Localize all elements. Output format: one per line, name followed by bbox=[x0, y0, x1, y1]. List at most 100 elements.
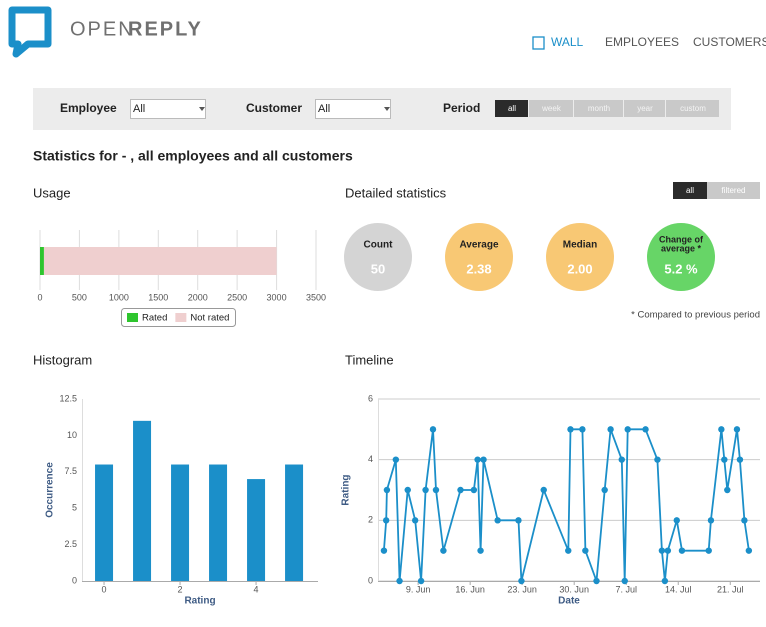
stat-value: 50 bbox=[371, 261, 385, 276]
point bbox=[582, 547, 589, 554]
point bbox=[678, 547, 686, 554]
x-tick-label: 2 bbox=[178, 584, 183, 594]
bar bbox=[209, 464, 228, 581]
period-buttons: all week month year custom bbox=[495, 100, 719, 117]
y-tick-label: 0 bbox=[368, 575, 373, 585]
section-title: Histogram bbox=[33, 352, 92, 367]
x-tick-label: 16. Jun bbox=[455, 584, 485, 594]
point bbox=[707, 517, 715, 524]
period-button[interactable] bbox=[574, 100, 623, 117]
customer-select[interactable] bbox=[315, 99, 391, 119]
select-arrow bbox=[199, 107, 205, 111]
x-tick-label: 3000 bbox=[267, 292, 287, 302]
stat-circle bbox=[344, 223, 412, 291]
bar bbox=[171, 464, 190, 581]
x-tick-label: 7. Jul bbox=[615, 584, 637, 594]
x-tick-label: 21. Jul bbox=[717, 584, 744, 594]
x-tick-label: 2500 bbox=[227, 292, 247, 302]
point bbox=[736, 456, 744, 463]
line bbox=[383, 428, 750, 582]
stat-value: 2.38 bbox=[466, 261, 491, 276]
toggle-button[interactable] bbox=[707, 182, 760, 199]
brand-open: OPEN bbox=[70, 18, 135, 40]
period-button[interactable] bbox=[495, 100, 528, 117]
point bbox=[477, 547, 484, 554]
period-button-label: custom bbox=[680, 104, 706, 113]
y-tick-label: 7.5 bbox=[64, 466, 77, 476]
point bbox=[404, 486, 411, 494]
point bbox=[664, 547, 672, 554]
y-tick-label: 5 bbox=[72, 503, 77, 513]
point bbox=[470, 486, 478, 494]
toggle: all filtered bbox=[673, 182, 760, 199]
section-title: Timeline bbox=[345, 352, 394, 367]
employee-value: All bbox=[133, 103, 145, 115]
point bbox=[396, 577, 403, 585]
point bbox=[618, 456, 625, 463]
period-button-label: year bbox=[637, 104, 653, 113]
x-tick-label: 1500 bbox=[148, 292, 168, 302]
y-tick-label: 6 bbox=[368, 393, 373, 403]
point bbox=[382, 517, 390, 524]
point bbox=[417, 577, 425, 585]
x-tick-label: 0 bbox=[102, 584, 107, 594]
customer-label: Customer bbox=[246, 101, 302, 115]
point bbox=[741, 517, 748, 524]
y-tick-label: 2.5 bbox=[64, 539, 77, 549]
bar bbox=[133, 420, 152, 581]
period-button-label: week bbox=[541, 104, 562, 113]
point bbox=[515, 517, 522, 524]
employee-label: Employee bbox=[60, 101, 117, 115]
footnote: * Compared to previous period bbox=[631, 310, 760, 321]
legend-swatch bbox=[127, 313, 138, 322]
toggle-label: all bbox=[686, 186, 694, 195]
employee-select[interactable] bbox=[130, 99, 206, 119]
period-button-label: month bbox=[588, 104, 610, 113]
nav-employees[interactable]: EMPLOYEES bbox=[605, 35, 679, 49]
point bbox=[721, 456, 728, 463]
nav-customers[interactable]: CUSTOMERS bbox=[693, 35, 766, 49]
point bbox=[658, 547, 666, 554]
wall-icon bbox=[532, 36, 545, 50]
stat-label: average * bbox=[661, 243, 702, 253]
bar bbox=[285, 464, 304, 581]
period-button[interactable] bbox=[529, 100, 573, 117]
period-button[interactable] bbox=[666, 100, 719, 117]
stat-label: Median bbox=[563, 240, 597, 251]
x-tick-label: 14. Jul bbox=[665, 584, 692, 594]
bar bbox=[95, 464, 114, 581]
stat-circle bbox=[647, 223, 715, 291]
brand-reply: REPLY bbox=[128, 18, 203, 40]
stat-circle bbox=[445, 223, 513, 291]
point bbox=[621, 577, 628, 585]
bar-segment bbox=[43, 247, 277, 275]
x-tick-label: 1000 bbox=[109, 292, 129, 302]
point bbox=[579, 426, 586, 433]
y-axis-label: Occurrence bbox=[45, 462, 56, 518]
x-tick-label: 0 bbox=[37, 292, 42, 302]
point bbox=[607, 426, 614, 433]
y-tick-label: 10 bbox=[67, 430, 77, 440]
toggle-label: filtered bbox=[721, 186, 745, 195]
stat-value: 5.2 % bbox=[664, 261, 698, 276]
section-title: Usage bbox=[33, 185, 71, 200]
point bbox=[565, 547, 572, 554]
point bbox=[718, 426, 725, 433]
period-label: Period bbox=[443, 101, 480, 115]
point bbox=[673, 517, 680, 524]
y-axis-label: Rating bbox=[341, 474, 352, 505]
toggle-button[interactable] bbox=[673, 182, 707, 199]
point bbox=[392, 456, 400, 463]
point bbox=[724, 486, 731, 494]
nav-wall[interactable]: WALL bbox=[551, 35, 584, 49]
point bbox=[661, 577, 669, 585]
point bbox=[432, 486, 440, 494]
customer-value: All bbox=[318, 103, 330, 115]
x-tick-label: 23. Jun bbox=[507, 584, 537, 594]
select-arrow bbox=[384, 107, 390, 111]
period-button[interactable] bbox=[624, 100, 665, 117]
point bbox=[601, 486, 608, 494]
point bbox=[745, 547, 753, 554]
